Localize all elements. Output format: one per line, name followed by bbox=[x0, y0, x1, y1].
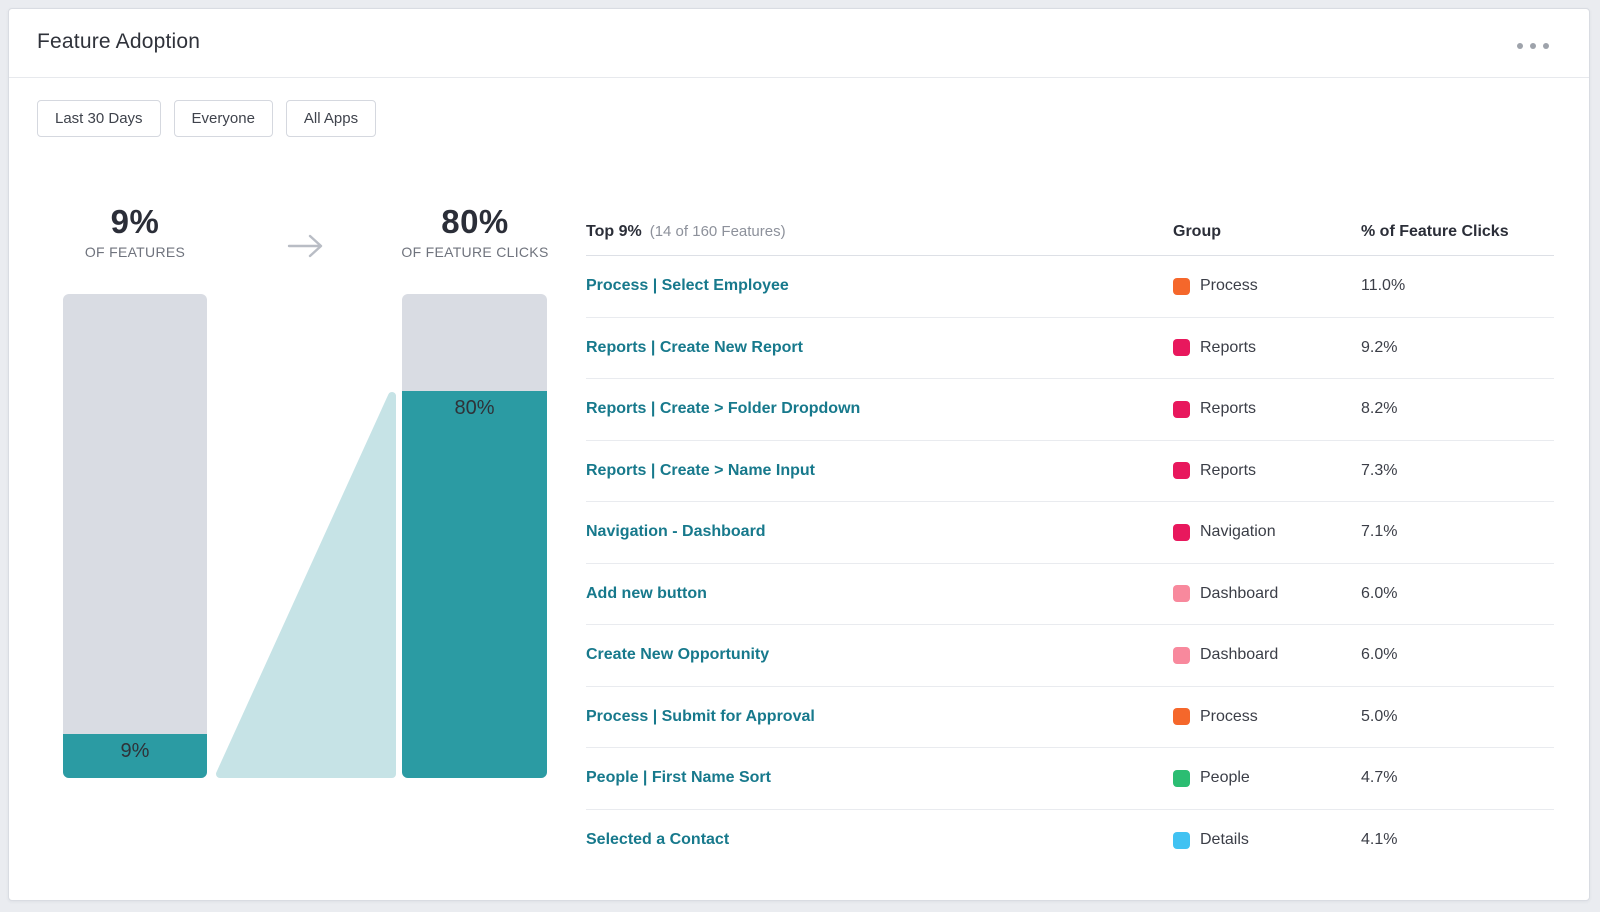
feature-clicks-value: 5.0% bbox=[1361, 708, 1554, 726]
feature-link[interactable]: Navigation - Dashboard bbox=[586, 523, 1173, 541]
table-row: Navigation - Dashboard Navigation 7.1% bbox=[586, 502, 1554, 564]
feature-clicks-value: 7.1% bbox=[1361, 523, 1554, 541]
table-row: People | First Name Sort People 4.7% bbox=[586, 748, 1554, 810]
feature-clicks-value: 4.1% bbox=[1361, 831, 1554, 849]
table-row: Add new button Dashboard 6.0% bbox=[586, 564, 1554, 626]
feature-clicks-value: 9.2% bbox=[1361, 339, 1554, 357]
feature-clicks-value: 4.7% bbox=[1361, 769, 1554, 787]
column-header-clicks: % of Feature Clicks bbox=[1361, 223, 1554, 241]
group-color-swatch bbox=[1173, 708, 1190, 725]
group-label: Dashboard bbox=[1200, 585, 1278, 603]
feature-link[interactable]: Selected a Contact bbox=[586, 831, 1173, 849]
feature-clicks-value: 6.0% bbox=[1361, 646, 1554, 664]
table-header-row: Top 9% (14 of 160 Features) Group % of F… bbox=[586, 209, 1554, 256]
filter-date-range[interactable]: Last 30 Days bbox=[37, 100, 161, 137]
feature-link[interactable]: Reports | Create New Report bbox=[586, 339, 1173, 357]
feature-clicks-stat: 80% OF FEATURE CLICKS bbox=[345, 203, 605, 260]
table-title: Top 9% bbox=[586, 223, 642, 241]
table-row: Reports | Create New Report Reports 9.2% bbox=[586, 318, 1554, 380]
group-label: Reports bbox=[1200, 400, 1256, 418]
group-label: Navigation bbox=[1200, 523, 1276, 541]
group-label: Dashboard bbox=[1200, 646, 1278, 664]
group-color-swatch bbox=[1173, 647, 1190, 664]
feature-clicks-bar-label: 80% bbox=[402, 397, 547, 420]
feature-clicks-stat-caption: OF FEATURE CLICKS bbox=[345, 244, 605, 260]
table-row: Selected a Contact Details 4.1% bbox=[586, 810, 1554, 872]
feature-link[interactable]: Reports | Create > Name Input bbox=[586, 462, 1173, 480]
filter-segment[interactable]: Everyone bbox=[174, 100, 273, 137]
table-row: Reports | Create > Folder Dropdown Repor… bbox=[586, 379, 1554, 441]
arrow-right-icon bbox=[285, 231, 327, 266]
features-bar-fill: 9% bbox=[63, 734, 207, 778]
features-stat: 9% OF FEATURES bbox=[63, 203, 207, 260]
table-row: Process | Submit for Approval Process 5.… bbox=[586, 687, 1554, 749]
feature-clicks-bar-track: 80% bbox=[402, 294, 547, 778]
table-row: Process | Select Employee Process 11.0% bbox=[586, 256, 1554, 318]
widget-header: Feature Adoption bbox=[9, 9, 1589, 78]
group-color-swatch bbox=[1173, 462, 1190, 479]
group-label: Reports bbox=[1200, 339, 1256, 357]
group-label: Details bbox=[1200, 831, 1249, 849]
ellipsis-menu-icon[interactable] bbox=[1513, 39, 1553, 53]
feature-link[interactable]: Reports | Create > Folder Dropdown bbox=[586, 400, 1173, 418]
feature-clicks-bar-fill: 80% bbox=[402, 391, 547, 778]
group-color-swatch bbox=[1173, 832, 1190, 849]
menu-dot bbox=[1543, 43, 1549, 49]
menu-dot bbox=[1517, 43, 1523, 49]
column-header-group: Group bbox=[1173, 223, 1361, 241]
feature-clicks-value: 7.3% bbox=[1361, 462, 1554, 480]
features-bar-label: 9% bbox=[63, 740, 207, 763]
top-features-table: Top 9% (14 of 160 Features) Group % of F… bbox=[586, 209, 1554, 871]
feature-link[interactable]: Create New Opportunity bbox=[586, 646, 1173, 664]
table-row: Create New Opportunity Dashboard 6.0% bbox=[586, 625, 1554, 687]
feature-clicks-value: 6.0% bbox=[1361, 585, 1554, 603]
group-color-swatch bbox=[1173, 524, 1190, 541]
features-stat-value: 9% bbox=[63, 203, 207, 241]
filter-bar: Last 30 Days Everyone All Apps bbox=[37, 100, 376, 137]
group-label: Reports bbox=[1200, 462, 1256, 480]
feature-clicks-stat-value: 80% bbox=[345, 203, 605, 241]
group-color-swatch bbox=[1173, 401, 1190, 418]
features-bar-track: 9% bbox=[63, 294, 207, 778]
filter-apps[interactable]: All Apps bbox=[286, 100, 376, 137]
group-color-swatch bbox=[1173, 278, 1190, 295]
menu-dot bbox=[1530, 43, 1536, 49]
features-stat-caption: OF FEATURES bbox=[63, 244, 207, 260]
feature-clicks-value: 8.2% bbox=[1361, 400, 1554, 418]
feature-clicks-value: 11.0% bbox=[1361, 277, 1554, 295]
table-row: Reports | Create > Name Input Reports 7.… bbox=[586, 441, 1554, 503]
feature-link[interactable]: People | First Name Sort bbox=[586, 769, 1173, 787]
page-title: Feature Adoption bbox=[37, 30, 200, 54]
group-label: Process bbox=[1200, 277, 1258, 295]
funnel-connector-shape bbox=[207, 387, 403, 785]
group-label: Process bbox=[1200, 708, 1258, 726]
feature-link[interactable]: Add new button bbox=[586, 585, 1173, 603]
group-color-swatch bbox=[1173, 585, 1190, 602]
group-color-swatch bbox=[1173, 339, 1190, 356]
feature-link[interactable]: Process | Submit for Approval bbox=[586, 708, 1173, 726]
feature-link[interactable]: Process | Select Employee bbox=[586, 277, 1173, 295]
table-subtitle: (14 of 160 Features) bbox=[650, 223, 786, 240]
group-color-swatch bbox=[1173, 770, 1190, 787]
feature-adoption-widget: Feature Adoption Last 30 Days Everyone A… bbox=[8, 8, 1590, 901]
group-label: People bbox=[1200, 769, 1250, 787]
